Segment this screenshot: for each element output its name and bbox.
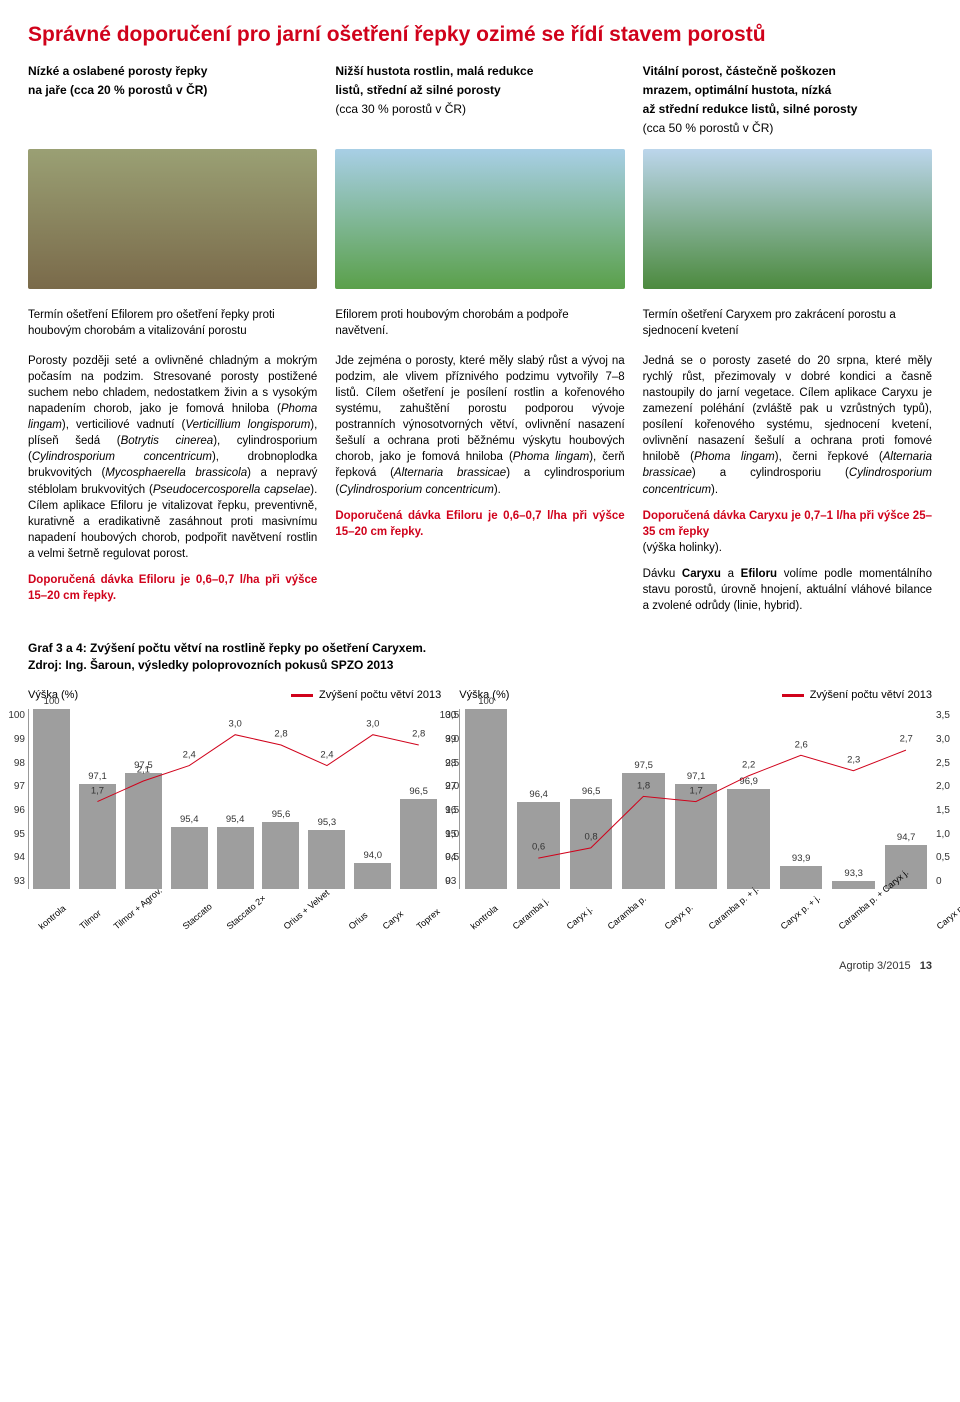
chart-2-legend-line: Zvýšení počtu větví 2013 xyxy=(782,688,932,703)
chart-1-legend: Výška (%) Zvýšení počtu větví 2013 xyxy=(28,688,441,703)
body-col-1-p1: Porosty později seté a ovlivněné chladný… xyxy=(28,353,317,562)
header-columns: Nízké a oslabené porosty řepky na jaře (… xyxy=(28,63,932,136)
header-col-2-line2: listů, střední až silné porosty xyxy=(335,82,624,99)
chart-1-legend-line: Zvýšení počtu větví 2013 xyxy=(291,688,441,703)
chart-1-area: 10099989796959493 3,53,02,52,01,51,00,50… xyxy=(28,709,441,889)
photo-row xyxy=(28,149,932,289)
chart-2-line xyxy=(460,709,932,889)
chart-2-xlabels: kontrolaCaramba j.Caryx j.Caramba p.Cary… xyxy=(459,893,932,951)
body-columns: Porosty později seté a ovlivněné chladný… xyxy=(28,353,932,624)
page-footer: Agrotip 3/2015 13 xyxy=(28,959,932,974)
photo-1 xyxy=(28,149,317,289)
header-col-3-line2: mrazem, optimální hustota, nízká xyxy=(643,82,932,99)
legend-swatch-icon xyxy=(782,694,804,697)
legend-swatch-icon xyxy=(291,694,313,697)
charts-row: Výška (%) Zvýšení počtu větví 2013 10099… xyxy=(28,688,932,951)
graf-title-block: Graf 3 a 4: Zvýšení počtu větví na rostl… xyxy=(28,640,932,674)
page-title: Správné doporučení pro jarní ošetření ře… xyxy=(28,20,932,49)
chart-1: Výška (%) Zvýšení počtu větví 2013 10099… xyxy=(28,688,441,951)
chart-2-legend-label: Zvýšení počtu větví 2013 xyxy=(810,688,932,703)
graf-title: Graf 3 a 4: Zvýšení počtu větví na rostl… xyxy=(28,641,426,655)
header-col-3-line4: (cca 50 % porostů v ČR) xyxy=(643,120,932,137)
body-col-2: Jde zejména o porosty, které měly slabý … xyxy=(335,353,624,624)
chart-2-legend: Výška (%) Zvýšení počtu větví 2013 xyxy=(459,688,932,703)
body-col-3-p1: Jedná se o porosty zaseté do 20 srpna, k… xyxy=(643,353,932,498)
chart-2-y-left: 10099989796959493 xyxy=(434,709,456,889)
caption-2: Efilorem proti houbovým chorobám a podpo… xyxy=(335,307,624,339)
header-col-2-line3: (cca 30 % porostů v ČR) xyxy=(335,101,624,118)
chart-1-y-left: 10099989796959493 xyxy=(3,709,25,889)
caption-row: Termín ošetření Efilorem pro ošetření ře… xyxy=(28,307,932,339)
header-col-3-line3: až střední redukce listů, silné porosty xyxy=(643,101,932,118)
chart-1-plot: 10097,197,595,495,495,695,394,096,5 1,72… xyxy=(29,709,441,889)
header-col-3: Vitální porost, částečně poškozen mrazem… xyxy=(643,63,932,136)
chart-2: Výška (%) Zvýšení počtu větví 2013 10099… xyxy=(459,688,932,951)
body-col-2-rec: Doporučená dávka Efiloru je 0,6–0,7 l/ha… xyxy=(335,508,624,540)
chart-2-plot: 10096,496,597,597,196,993,993,394,7 0,60… xyxy=(460,709,932,889)
x-label: Caramba p. + j. xyxy=(706,883,791,967)
body-col-3-rec: Doporučená dávka Caryxu je 0,7–1 l/ha př… xyxy=(643,508,932,556)
body-col-1-rec: Doporučená dávka Efiloru je 0,6–0,7 l/ha… xyxy=(28,572,317,604)
chart-1-line xyxy=(29,709,441,889)
caption-1: Termín ošetření Efilorem pro ošetření ře… xyxy=(28,307,317,339)
header-col-2-line1: Nižší hustota rostlin, malá redukce xyxy=(335,63,624,80)
photo-2 xyxy=(335,149,624,289)
body-col-3: Jedná se o porosty zaseté do 20 srpna, k… xyxy=(643,353,932,624)
header-col-1: Nízké a oslabené porosty řepky na jaře (… xyxy=(28,63,317,136)
chart-2-y-right: 3,53,02,52,01,51,00,50 xyxy=(936,709,958,889)
body-col-1: Porosty později seté a ovlivněné chladný… xyxy=(28,353,317,624)
header-col-1-line2: na jaře (cca 20 % porostů v ČR) xyxy=(28,82,317,99)
caption-3: Termín ošetření Caryxem pro zakrácení po… xyxy=(643,307,932,339)
photo-3 xyxy=(643,149,932,289)
graf-source: Zdroj: Ing. Šaroun, výsledky poloprovozn… xyxy=(28,658,393,672)
chart-1-xlabels: kontrolaTilmorTilmor + Agrov.StaccatoSta… xyxy=(28,893,441,951)
header-col-1-line1: Nízké a oslabené porosty řepky xyxy=(28,63,317,80)
header-col-3-line1: Vitální porost, částečně poškozen xyxy=(643,63,932,80)
chart-1-legend-label: Zvýšení počtu větví 2013 xyxy=(319,688,441,703)
header-col-2: Nižší hustota rostlin, malá redukce list… xyxy=(335,63,624,136)
body-col-3-p2: Dávku Caryxu a Efiloru volíme podle mome… xyxy=(643,566,932,614)
footer-page: 13 xyxy=(920,960,932,972)
chart-2-area: 10099989796959493 3,53,02,52,01,51,00,50… xyxy=(459,709,932,889)
body-col-2-p1: Jde zejména o porosty, které měly slabý … xyxy=(335,353,624,498)
